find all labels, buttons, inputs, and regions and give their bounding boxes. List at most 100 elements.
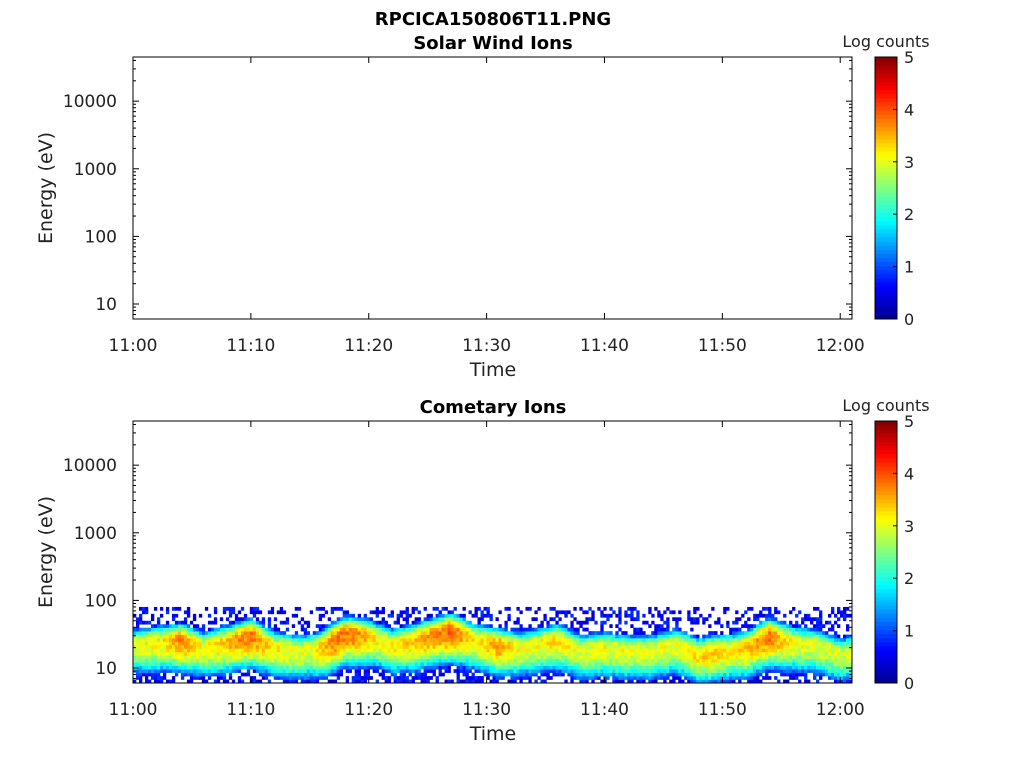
heatmap-cell xyxy=(351,631,355,635)
heatmap-cell xyxy=(273,644,278,649)
colorbar-segment xyxy=(875,490,897,496)
heatmap-cell xyxy=(357,672,361,677)
heatmap-cell xyxy=(567,627,571,632)
heatmap-cell xyxy=(561,672,565,677)
heatmap-cell xyxy=(771,648,775,653)
heatmap-cell xyxy=(168,641,173,646)
heatmap-cell xyxy=(777,679,781,684)
heatmap-cell xyxy=(150,669,155,673)
heatmap-cell xyxy=(336,617,341,622)
heatmap-cell xyxy=(405,651,409,656)
heatmap-cell xyxy=(207,634,212,639)
heatmap-cell xyxy=(693,641,697,646)
heatmap-cell xyxy=(630,662,634,667)
heatmap-cell xyxy=(426,641,430,646)
heatmap-cell xyxy=(543,655,547,660)
heatmap-cell xyxy=(147,655,152,660)
heatmap-cell xyxy=(261,672,266,677)
heatmap-cell xyxy=(792,676,796,680)
heatmap-cell xyxy=(798,658,802,663)
heatmap-cell xyxy=(474,658,478,663)
heatmap-cell xyxy=(552,634,556,639)
heatmap-cell xyxy=(768,669,772,673)
heatmap-cell xyxy=(471,662,475,667)
heatmap-cell xyxy=(300,641,305,646)
heatmap-cell xyxy=(435,655,439,660)
heatmap-cell xyxy=(288,651,293,656)
heatmap-cell xyxy=(300,658,305,663)
heatmap-cell xyxy=(303,655,308,660)
heatmap-cell xyxy=(240,655,245,660)
heatmap-cell xyxy=(693,644,697,649)
heatmap-cell xyxy=(330,672,335,677)
heatmap-cell xyxy=(543,648,547,653)
colorbar-segment xyxy=(875,233,897,238)
heatmap-cell xyxy=(735,648,739,653)
heatmap-cell xyxy=(291,679,296,684)
heatmap-cell xyxy=(468,610,472,615)
heatmap-cell xyxy=(555,634,559,639)
heatmap-cell xyxy=(378,651,382,656)
heatmap-cell xyxy=(837,648,841,653)
heatmap-cell xyxy=(438,672,442,677)
heatmap-cell xyxy=(723,655,727,660)
heatmap-cell xyxy=(180,638,185,642)
heatmap-cell xyxy=(204,648,209,653)
heatmap-cell xyxy=(225,658,230,663)
heatmap-cell xyxy=(381,641,385,646)
heatmap-cell xyxy=(744,620,748,625)
heatmap-cell xyxy=(318,627,323,632)
heatmap-cell xyxy=(690,658,694,663)
heatmap-cell xyxy=(309,644,314,649)
heatmap-cell xyxy=(486,624,490,628)
heatmap-cell xyxy=(327,662,332,667)
heatmap-cell xyxy=(315,648,320,653)
heatmap-cell xyxy=(639,641,643,646)
heatmap-cell xyxy=(423,658,427,663)
heatmap-cell xyxy=(312,651,317,656)
heatmap-cell xyxy=(369,620,373,625)
heatmap-cell xyxy=(657,634,661,639)
heatmap-cell xyxy=(258,644,263,649)
heatmap-cell xyxy=(645,651,649,656)
heatmap-cell xyxy=(735,610,739,615)
heatmap-cell xyxy=(363,672,367,677)
colorbar-tick-label: 1 xyxy=(904,258,914,277)
heatmap-cell xyxy=(567,658,571,663)
heatmap-cell xyxy=(573,617,577,622)
heatmap-cell xyxy=(555,610,559,615)
heatmap-cell xyxy=(840,613,844,618)
colorbar-segment xyxy=(875,282,897,287)
heatmap-cell xyxy=(513,638,517,642)
heatmap-cell xyxy=(528,665,532,670)
heatmap-cell xyxy=(207,676,212,680)
heatmap-cell xyxy=(447,617,451,622)
heatmap-cell xyxy=(552,669,556,673)
heatmap-cell xyxy=(219,624,224,628)
heatmap-cell xyxy=(177,627,182,632)
heatmap-cell xyxy=(648,648,652,653)
heatmap-cell xyxy=(594,655,598,660)
heatmap-cell xyxy=(228,672,233,677)
heatmap-cell xyxy=(840,665,844,670)
heatmap-cell xyxy=(657,655,661,660)
heatmap-cell xyxy=(666,655,670,660)
heatmap-cell xyxy=(381,617,385,622)
heatmap-cell xyxy=(549,648,553,653)
heatmap-cell xyxy=(540,620,544,625)
heatmap-cell xyxy=(249,676,254,680)
heatmap-cell xyxy=(537,665,541,670)
heatmap-cell xyxy=(384,676,388,680)
heatmap-cell xyxy=(222,672,227,677)
heatmap-cell xyxy=(786,634,790,639)
heatmap-cell xyxy=(174,638,179,642)
heatmap-cell xyxy=(342,634,347,639)
heatmap-cell xyxy=(549,606,553,611)
heatmap-cell xyxy=(849,658,853,663)
heatmap-cell xyxy=(303,627,308,632)
heatmap-cell xyxy=(279,606,284,611)
colorbar-segment xyxy=(875,138,897,144)
heatmap-cell xyxy=(372,651,376,656)
colorbar-segment xyxy=(875,106,897,111)
heatmap-cell xyxy=(594,669,598,673)
